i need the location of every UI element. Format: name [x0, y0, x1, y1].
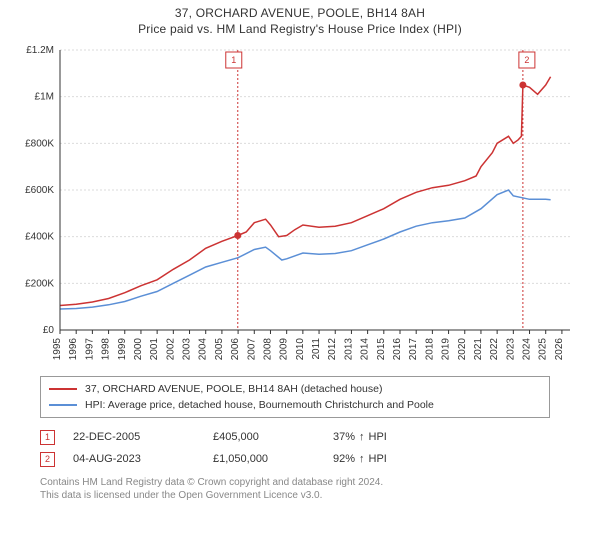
legend-row-0: 37, ORCHARD AVENUE, POOLE, BH14 8AH (det… — [49, 381, 541, 397]
x-tick-label: 2017 — [408, 338, 419, 361]
legend-label-0: 37, ORCHARD AVENUE, POOLE, BH14 8AH (det… — [85, 383, 382, 395]
title-block: 37, ORCHARD AVENUE, POOLE, BH14 8AH Pric… — [10, 6, 590, 36]
footer-line1: Contains HM Land Registry data © Crown c… — [40, 476, 550, 489]
x-tick-label: 1997 — [84, 338, 95, 361]
x-tick-label: 2003 — [182, 338, 193, 361]
title-line1: 37, ORCHARD AVENUE, POOLE, BH14 8AH — [10, 6, 590, 20]
sale-hpi-1: 37% ↑ HPI — [333, 431, 453, 443]
sale-row-1: 1 22-DEC-2005£405,00037% ↑ HPI — [40, 426, 550, 448]
x-tick-label: 2009 — [279, 338, 290, 361]
x-tick-label: 2023 — [505, 338, 516, 361]
x-tick-label: 2004 — [198, 338, 209, 361]
x-tick-label: 2013 — [343, 338, 354, 361]
y-tick-label: £200K — [25, 278, 54, 289]
sale-date-1: 22-DEC-2005 — [73, 431, 213, 443]
sale-date-2: 04-AUG-2023 — [73, 453, 213, 465]
title-line2: Price paid vs. HM Land Registry's House … — [10, 22, 590, 36]
x-tick-label: 2006 — [230, 338, 241, 361]
x-tick-label: 2014 — [360, 338, 371, 361]
series-property — [60, 77, 551, 306]
x-tick-label: 1995 — [52, 338, 63, 361]
marker-box-label-1: 1 — [231, 55, 236, 65]
sale-badge-2: 2 — [40, 452, 55, 467]
y-tick-label: £800K — [25, 138, 54, 149]
sale-row-2: 2 04-AUG-2023£1,050,00092% ↑ HPI — [40, 448, 550, 470]
x-tick-label: 2002 — [165, 338, 176, 361]
y-tick-label: £0 — [43, 325, 55, 336]
footer: Contains HM Land Registry data © Crown c… — [40, 476, 550, 502]
x-tick-label: 2019 — [441, 338, 452, 361]
x-tick-label: 2026 — [554, 338, 565, 361]
y-tick-label: £1M — [35, 92, 54, 103]
sale-hpi-pct-2: 92% — [333, 453, 355, 465]
x-tick-label: 2015 — [376, 338, 387, 361]
x-tick-label: 1998 — [101, 338, 112, 361]
x-tick-label: 2010 — [295, 338, 306, 361]
x-tick-label: 2008 — [262, 338, 273, 361]
x-tick-label: 2024 — [522, 338, 533, 361]
x-tick-label: 1996 — [68, 338, 79, 361]
sale-price-2: £1,050,000 — [213, 453, 333, 465]
sale-hpi-2: 92% ↑ HPI — [333, 453, 453, 465]
y-tick-label: £400K — [25, 232, 54, 243]
x-tick-label: 1999 — [117, 338, 128, 361]
sale-badge-1: 1 — [40, 430, 55, 445]
x-tick-label: 2005 — [214, 338, 225, 361]
sale-hpi-label-1: HPI — [369, 431, 387, 443]
x-tick-label: 2018 — [424, 338, 435, 361]
legend-swatch-0 — [49, 388, 77, 390]
x-tick-label: 2020 — [457, 338, 468, 361]
sales-block: 1 22-DEC-2005£405,00037% ↑ HPI 2 04-AUG-2023£… — [40, 426, 550, 470]
x-tick-label: 2016 — [392, 338, 403, 361]
series-hpi — [60, 190, 551, 309]
sale-hpi-pct-1: 37% — [333, 431, 355, 443]
x-tick-label: 2011 — [311, 338, 322, 360]
arrow-up-icon: ↑ — [359, 431, 365, 443]
marker-box-label-2: 2 — [524, 55, 529, 65]
x-tick-label: 2022 — [489, 338, 500, 361]
x-tick-label: 2021 — [473, 338, 484, 361]
arrow-up-icon: ↑ — [359, 453, 365, 465]
footer-line2: This data is licensed under the Open Gov… — [40, 489, 550, 502]
legend-box: 37, ORCHARD AVENUE, POOLE, BH14 8AH (det… — [40, 376, 550, 418]
sale-price-1: £405,000 — [213, 431, 333, 443]
y-tick-label: £600K — [25, 185, 54, 196]
chart-container: 37, ORCHARD AVENUE, POOLE, BH14 8AH Pric… — [0, 0, 600, 560]
legend-swatch-1 — [49, 404, 77, 406]
sale-hpi-label-2: HPI — [369, 453, 387, 465]
chart-area: £0 £200K £400K £600K £800K £1M £1.2M 1995 1996 19… — [10, 40, 590, 370]
x-tick-label: 2000 — [133, 338, 144, 361]
legend-label-1: HPI: Average price, detached house, Bour… — [85, 399, 434, 411]
legend-row-1: HPI: Average price, detached house, Bour… — [49, 397, 541, 413]
chart-svg: £0 £200K £400K £600K £800K £1M £1.2M 1995 1996 19… — [10, 40, 590, 370]
x-tick-label: 2012 — [327, 338, 338, 361]
y-tick-label: £1.2M — [26, 45, 54, 56]
x-tick-label: 2007 — [246, 338, 257, 361]
x-tick-label: 2001 — [149, 338, 160, 361]
x-tick-label: 2025 — [538, 338, 549, 361]
